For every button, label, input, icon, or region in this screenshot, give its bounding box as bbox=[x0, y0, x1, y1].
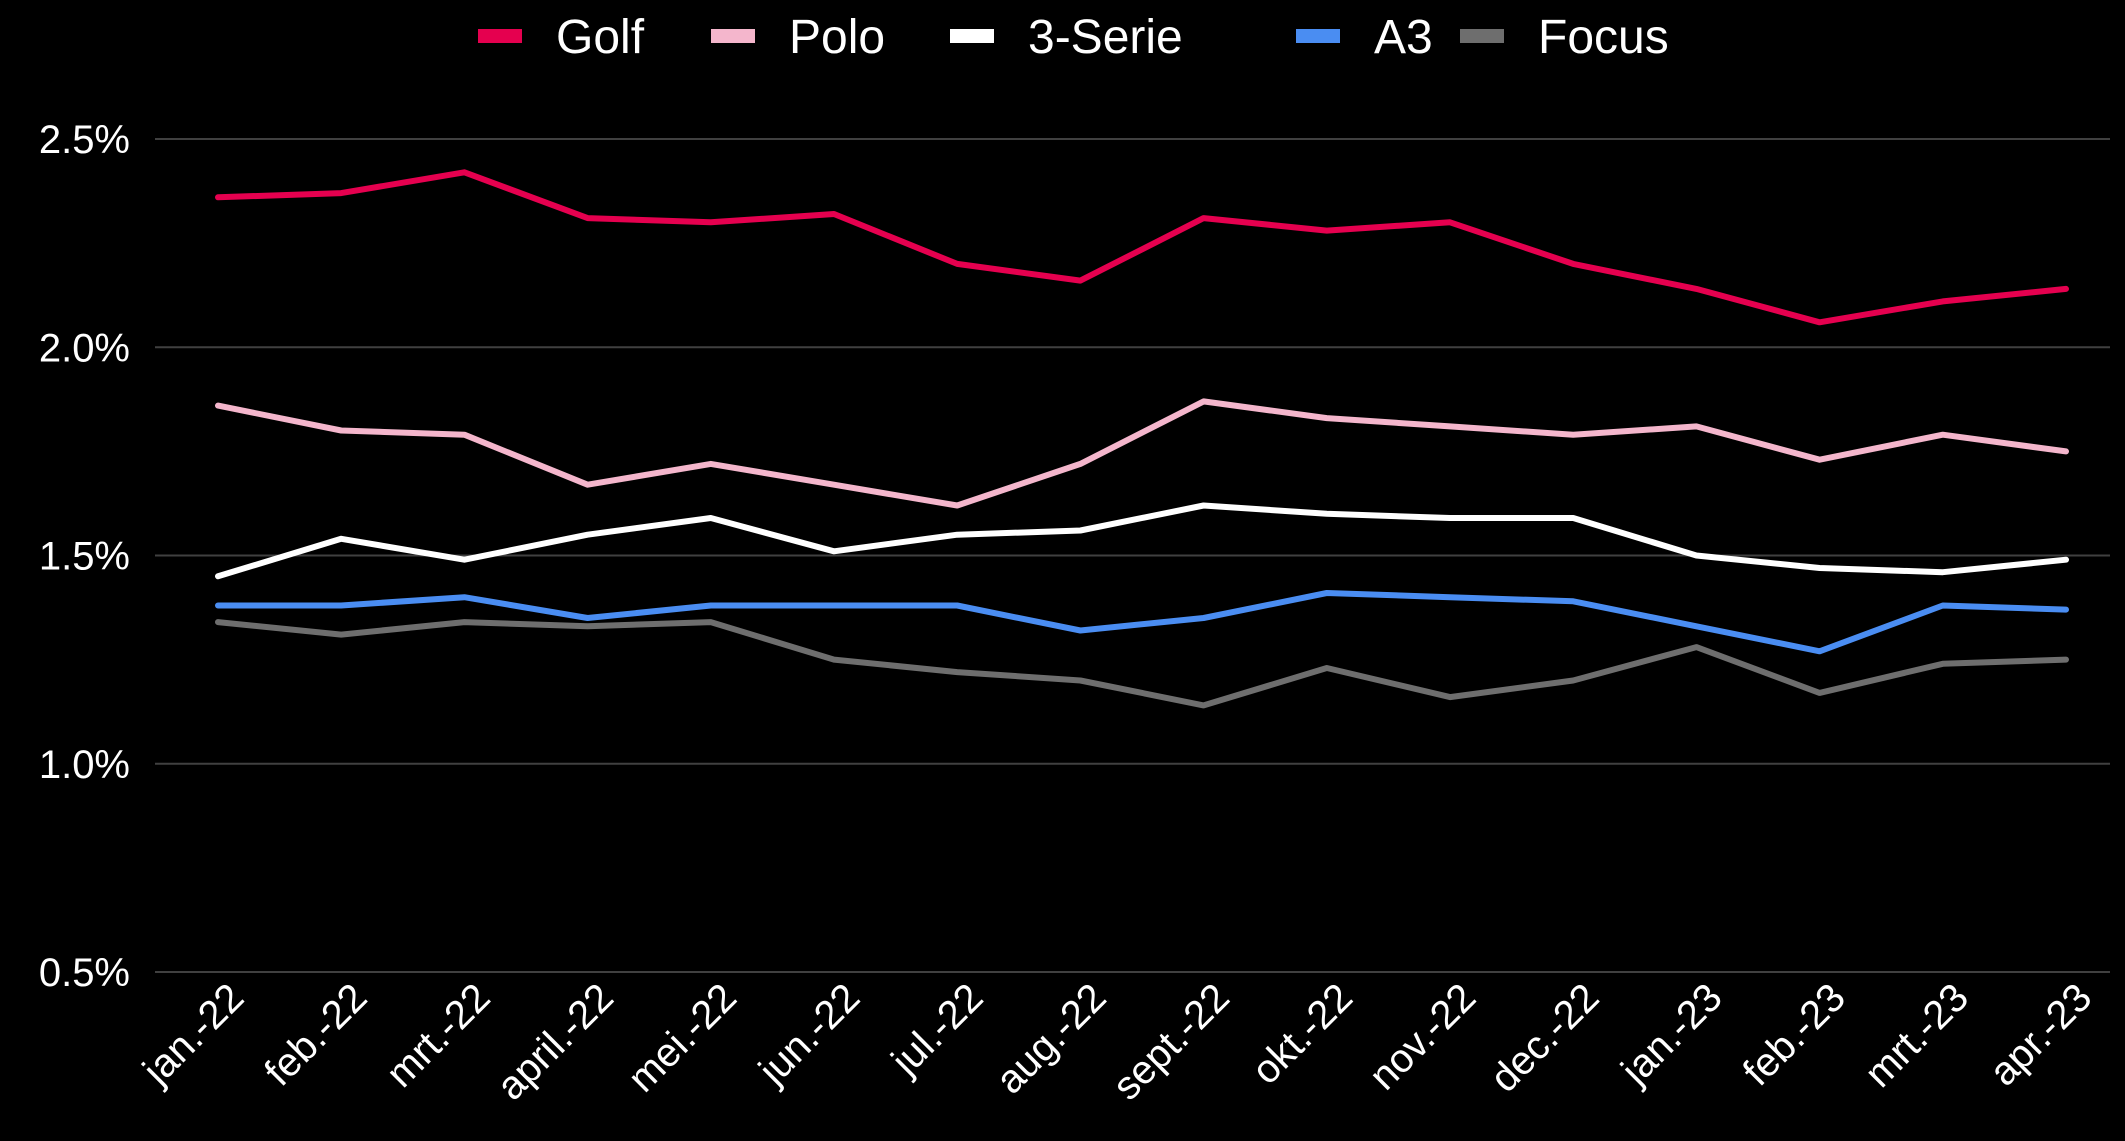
x-tick-label: jan.-22 bbox=[134, 975, 252, 1093]
series-line-golf bbox=[215, 169, 2069, 326]
legend-item-3-serie: 3-Serie bbox=[950, 11, 1183, 64]
legend: Golf Polo 3-Serie A3 Focus bbox=[478, 11, 1669, 64]
legend-label: A3 bbox=[1374, 11, 1433, 64]
legend-swatch bbox=[1296, 29, 1340, 43]
series-line-focus bbox=[215, 619, 2069, 709]
y-axis-ticks: 0.5% 1.0% 1.5% 2.0% 2.5% bbox=[39, 118, 130, 995]
legend-swatch bbox=[950, 29, 994, 43]
legend-item-a3: A3 bbox=[1296, 11, 1433, 64]
x-tick-label: aug.-22 bbox=[988, 975, 1115, 1102]
x-tick-label: nov.-22 bbox=[1361, 975, 1484, 1098]
x-tick-label: feb.-22 bbox=[256, 975, 375, 1094]
legend-item-focus: Focus bbox=[1460, 11, 1669, 64]
y-tick-label: 1.0% bbox=[39, 743, 130, 787]
series-line-a3 bbox=[215, 590, 2069, 655]
x-tick-label: dec.-22 bbox=[1482, 975, 1607, 1100]
y-tick-label: 1.5% bbox=[39, 535, 130, 579]
x-tick-label: apr.-23 bbox=[1981, 975, 2100, 1094]
x-tick-label: mei.-22 bbox=[620, 975, 745, 1100]
x-tick-label: jul.-22 bbox=[883, 975, 992, 1084]
x-tick-label: april.-22 bbox=[489, 975, 622, 1108]
legend-item-polo: Polo bbox=[711, 11, 885, 64]
y-tick-label: 2.0% bbox=[39, 326, 130, 370]
x-tick-label: feb.-23 bbox=[1735, 975, 1854, 1094]
legend-swatch bbox=[478, 29, 522, 43]
legend-swatch bbox=[1460, 29, 1504, 43]
legend-swatch bbox=[711, 29, 755, 43]
x-tick-label: jan.-23 bbox=[1612, 975, 1730, 1093]
x-tick-label: jun.-22 bbox=[750, 975, 868, 1093]
legend-label: Focus bbox=[1538, 11, 1669, 64]
x-tick-label: mrt.-23 bbox=[1856, 975, 1977, 1096]
legend-label: Polo bbox=[789, 11, 885, 64]
series-line-3-serie bbox=[215, 502, 2069, 580]
x-tick-label: sept.-22 bbox=[1105, 975, 1238, 1108]
legend-label: Golf bbox=[556, 11, 645, 64]
x-tick-label: okt.-22 bbox=[1244, 975, 1362, 1093]
legend-item-golf: Golf bbox=[478, 11, 645, 64]
legend-label: 3-Serie bbox=[1028, 11, 1183, 64]
y-tick-label: 0.5% bbox=[39, 951, 130, 995]
y-tick-label: 2.5% bbox=[39, 118, 130, 162]
series-lines bbox=[215, 169, 2069, 709]
series-line-polo bbox=[215, 398, 2069, 509]
x-tick-label: mrt.-22 bbox=[378, 975, 499, 1096]
